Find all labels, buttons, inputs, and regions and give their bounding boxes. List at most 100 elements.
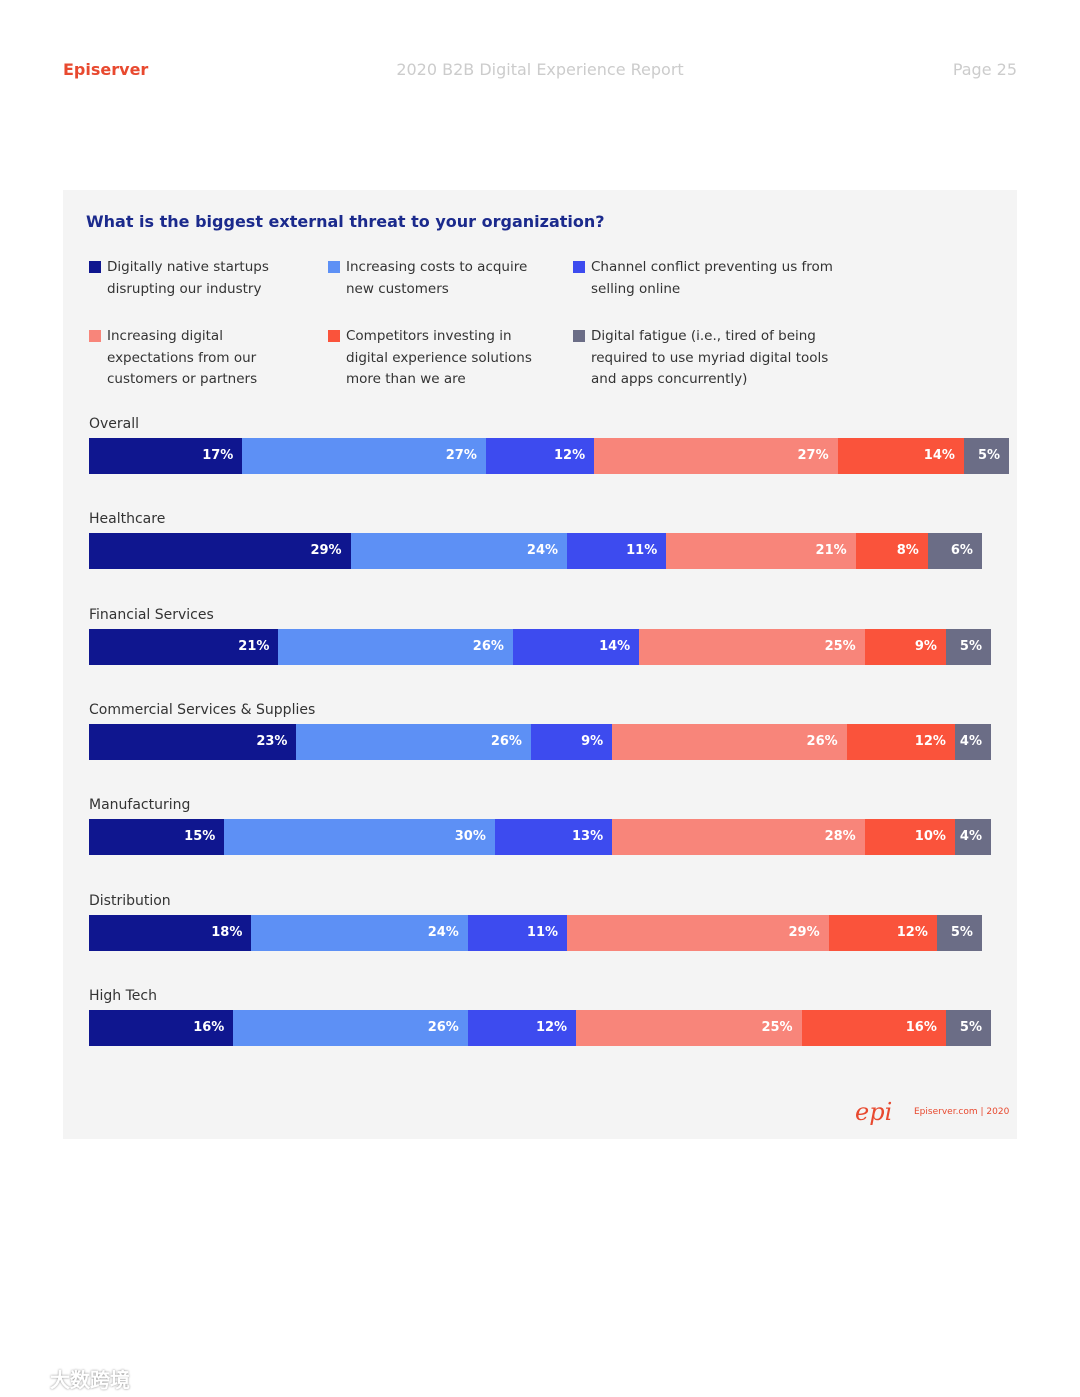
value-label: 8% <box>896 543 919 559</box>
value-label: 16% <box>905 1019 937 1035</box>
bar-segment: 5% <box>936 914 982 951</box>
bar-segment: 16% <box>801 1009 946 1046</box>
legend-label: Digitally native startups disrupting our… <box>107 259 269 297</box>
bar-segment: 15% <box>89 819 225 856</box>
value-label: 5% <box>959 1019 982 1035</box>
bar-segment: 4% <box>954 819 991 856</box>
legend-swatch <box>328 330 340 342</box>
value-label: 11% <box>626 543 658 559</box>
legend-swatch <box>328 261 340 273</box>
bar-segment: 29% <box>89 533 351 570</box>
bar-segment: 28% <box>612 819 865 856</box>
bar-segment: 12% <box>828 914 937 951</box>
category-label: Financial Services <box>89 606 214 623</box>
bar-segment: 26% <box>278 628 513 665</box>
legend-label: Channel conflict preventing us from sell… <box>591 259 833 297</box>
category-label: High Tech <box>89 987 157 1004</box>
value-label: 4% <box>959 733 982 749</box>
legend-item: Digitally native startups disrupting our… <box>89 257 287 300</box>
value-label: 15% <box>184 829 216 845</box>
category-label: Distribution <box>89 892 171 909</box>
value-label: 26% <box>427 1019 459 1035</box>
value-label: 30% <box>454 829 486 845</box>
value-label: 5% <box>950 924 973 940</box>
value-label: 10% <box>914 829 946 845</box>
value-label: 14% <box>599 638 631 654</box>
bar-segment: 21% <box>89 628 279 665</box>
bar-segment: 10% <box>864 819 955 856</box>
legend-swatch <box>89 330 101 342</box>
chart-title: What is the biggest external threat to y… <box>86 212 605 231</box>
value-label: 5% <box>977 448 1001 463</box>
category-label: Commercial Services & Supplies <box>89 701 316 718</box>
value-label: 5% <box>959 638 982 654</box>
bar-segment: 23% <box>89 723 297 760</box>
legend-label: Increasing costs to acquire new customer… <box>346 259 528 297</box>
value-label: 26% <box>490 733 522 749</box>
bar-segment: 26% <box>612 723 847 760</box>
value-label: 26% <box>806 733 838 749</box>
bar-segment: 17% <box>89 438 243 474</box>
bar-segment: 14% <box>512 628 640 665</box>
bar-segment: 12% <box>485 438 595 474</box>
report-title: 2020 B2B Digital Experience Report <box>396 60 684 79</box>
value-label: 29% <box>310 543 342 559</box>
value-label: 12% <box>553 448 586 463</box>
value-label: 25% <box>761 1019 793 1035</box>
bar-segment: 29% <box>567 914 829 951</box>
value-label: 29% <box>788 924 820 940</box>
category-label: Manufacturing <box>89 797 191 814</box>
bar-segment: 12% <box>846 723 955 760</box>
bar-segment: 16% <box>89 1009 234 1046</box>
bar-segment: 5% <box>945 1009 991 1046</box>
watermark: 大数跨境 <box>50 1368 130 1392</box>
value-label: 25% <box>824 638 856 654</box>
value-label: 17% <box>202 448 234 463</box>
page-number: Page 25 <box>952 60 1017 79</box>
bar-segment: 9% <box>864 628 946 665</box>
bar-segment: 4% <box>954 723 991 760</box>
bar-segment: 25% <box>639 628 865 665</box>
value-label: 26% <box>472 638 504 654</box>
value-label: 12% <box>914 733 946 749</box>
bar-segment: 27% <box>242 438 486 474</box>
bar-segment: 11% <box>467 914 568 951</box>
value-label: 27% <box>797 448 829 463</box>
legend-item: Increasing digital expectations from our… <box>89 326 287 391</box>
bar-segment: 5% <box>945 628 991 665</box>
bar-segment: 14% <box>837 438 964 474</box>
legend-label: Increasing digital expectations from our… <box>107 328 258 387</box>
bar-segment: 30% <box>224 819 495 856</box>
value-label: 27% <box>445 448 477 463</box>
value-label: 4% <box>959 829 982 845</box>
value-label: 14% <box>923 448 955 463</box>
bar-segment: 24% <box>350 533 568 570</box>
legend-item: Channel conflict preventing us from sell… <box>573 257 841 300</box>
value-label: 24% <box>427 924 459 940</box>
legend-swatch <box>573 261 585 273</box>
legend-label: Competitors investing in digital experie… <box>346 328 532 387</box>
legend-swatch <box>89 261 101 273</box>
bar-segment: 6% <box>927 533 982 570</box>
bar-segment: 11% <box>567 533 667 570</box>
bar-segment: 27% <box>594 438 838 474</box>
value-label: 24% <box>526 543 559 559</box>
category-label: Overall <box>89 416 140 432</box>
value-label: 6% <box>950 543 973 559</box>
value-label: 9% <box>914 638 937 654</box>
bar-segment: 21% <box>666 533 856 570</box>
bar-segment: 18% <box>89 914 252 951</box>
value-label: 12% <box>896 924 928 940</box>
value-label: 28% <box>824 829 856 845</box>
bar-segment: 12% <box>467 1009 577 1046</box>
legend-item: Competitors investing in digital experie… <box>328 326 546 391</box>
value-label: 16% <box>193 1019 225 1035</box>
value-label: 9% <box>581 733 604 749</box>
value-label: 23% <box>256 733 288 749</box>
footer-site: Episerver.com | 2020 <box>914 1107 1010 1117</box>
value-label: 18% <box>211 924 243 940</box>
bar-segment: 13% <box>494 819 613 856</box>
bar-segment: 8% <box>855 533 928 570</box>
value-label: 12% <box>535 1019 568 1035</box>
